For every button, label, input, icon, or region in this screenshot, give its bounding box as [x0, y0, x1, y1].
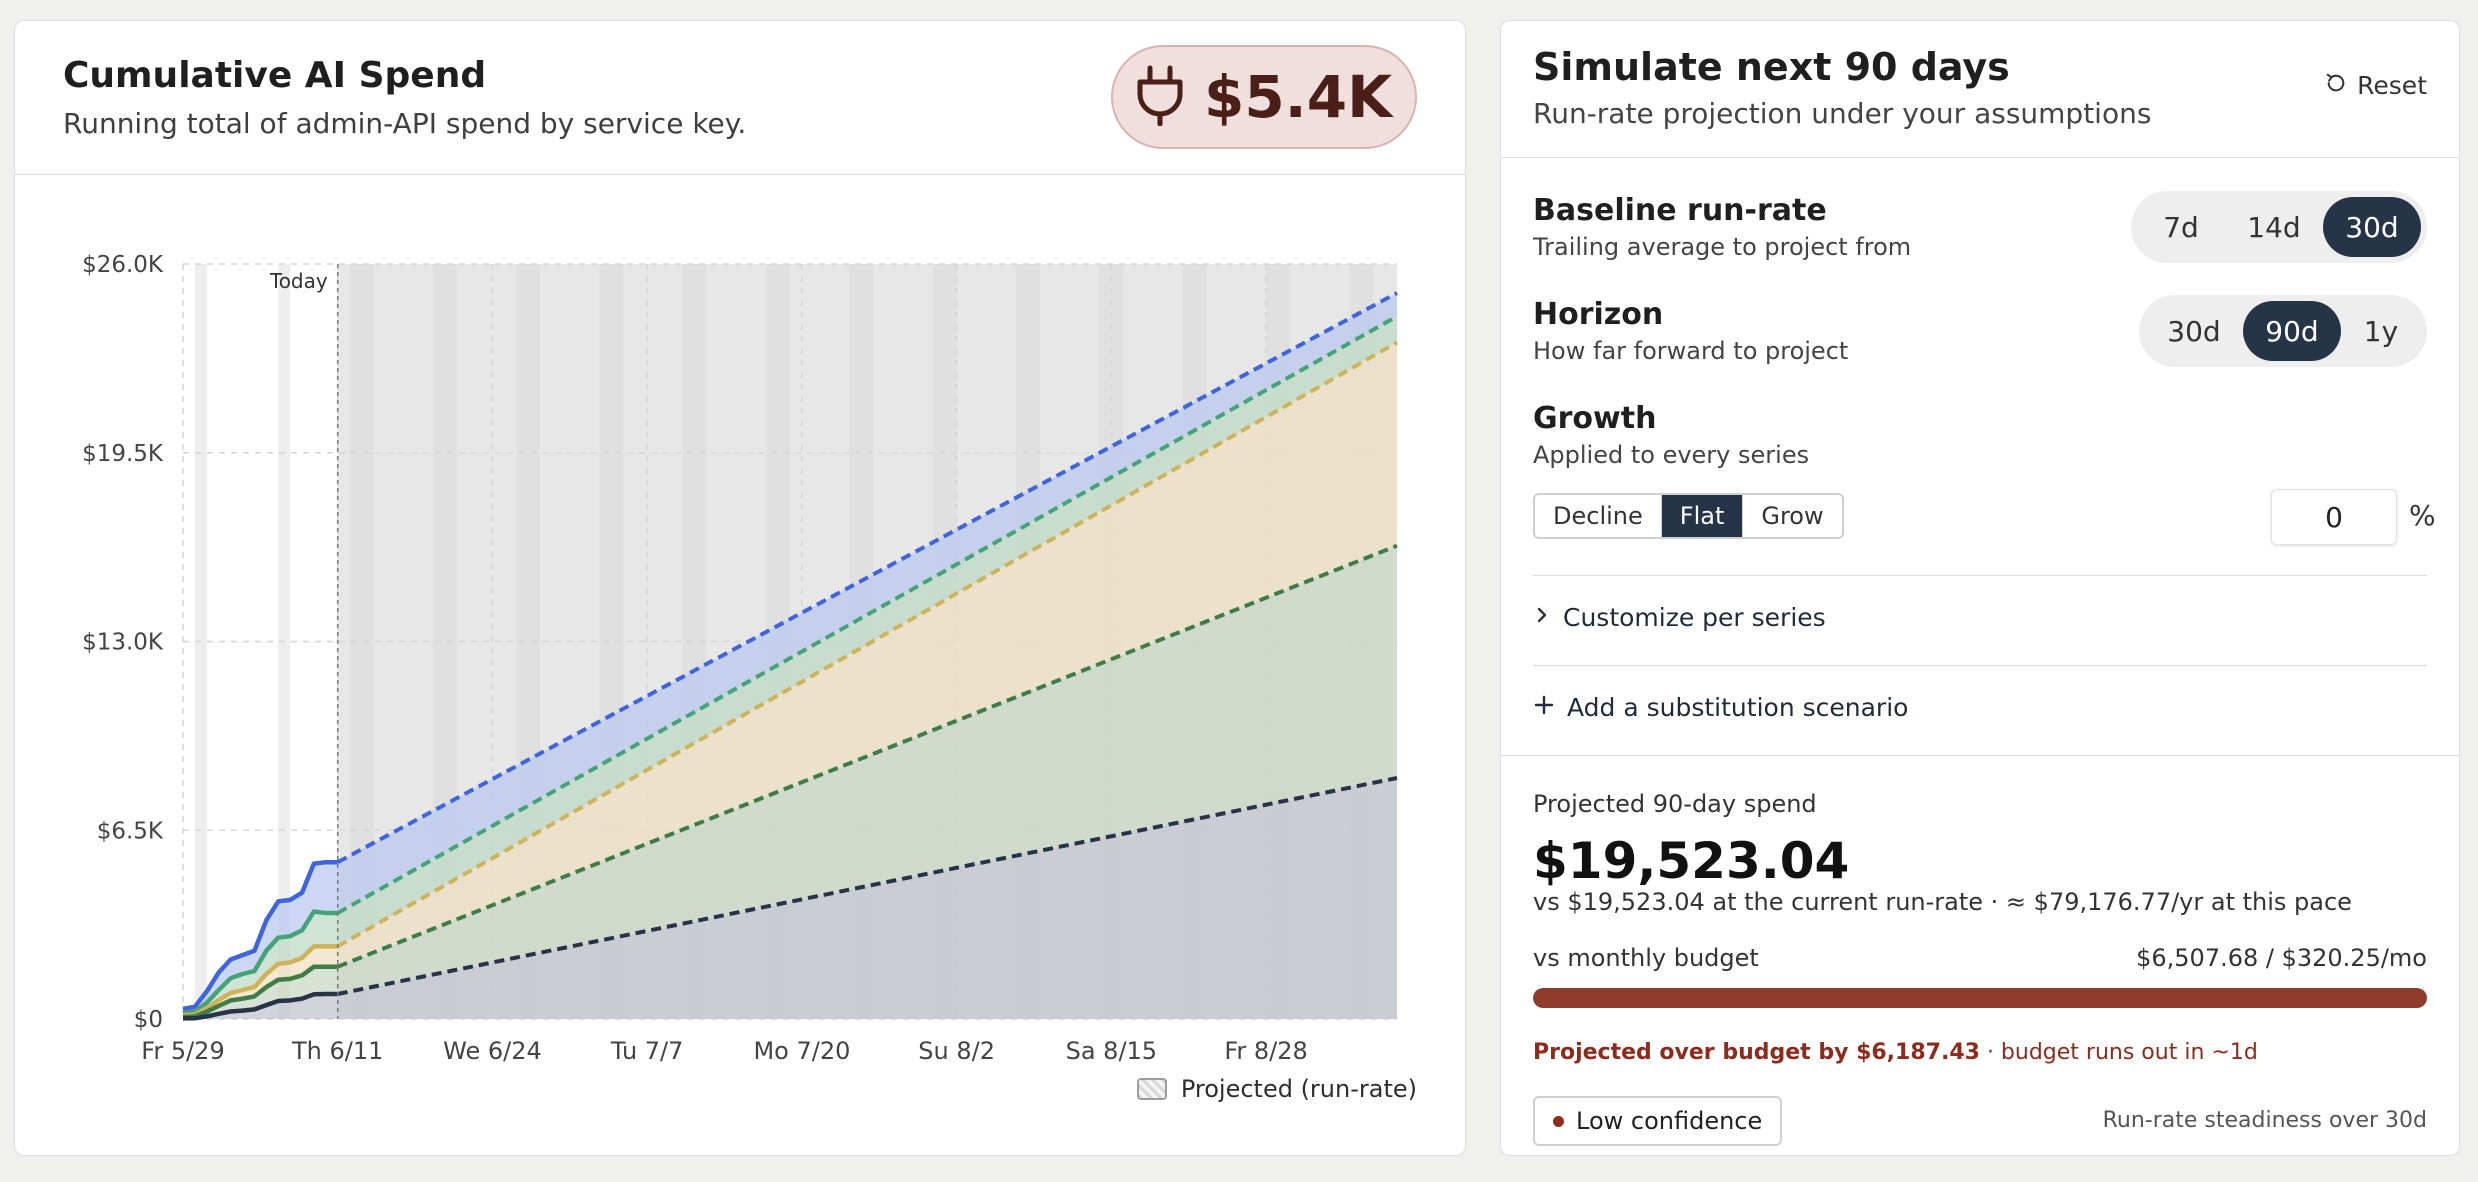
divider: [1533, 575, 2427, 576]
horizon-option-1y[interactable]: 1y: [2363, 314, 2399, 348]
projection-summary: Projected 90-day spend $19,523.04 vs $19…: [1501, 755, 2459, 1155]
series-projected-line: [336, 543, 1398, 969]
projected-spend-value: $19,523.04: [1533, 832, 1850, 890]
today-label: Today: [269, 269, 328, 293]
chart-header: Cumulative AI Spend Running total of adm…: [15, 21, 1465, 175]
x-tick-label: Fr 5/29: [141, 1037, 224, 1065]
simulation-panel: Simulate next 90 days Run-rate projectio…: [1500, 20, 2460, 1156]
series-actual-line: [182, 944, 338, 1018]
x-tick-label: Tu 7/7: [610, 1037, 683, 1065]
simulation-subtitle: Run-rate projection under your assumptio…: [1533, 97, 2152, 130]
customize-per-series-toggle[interactable]: Customize per series: [1533, 603, 1826, 632]
series-area: [183, 778, 1397, 1019]
total-spend-value: $5.4K: [1203, 63, 1393, 131]
divider: [1533, 665, 2427, 666]
y-tick-label: $26.0K: [82, 252, 164, 278]
confidence-label: Low confidence: [1576, 1107, 1763, 1135]
series-area: [183, 316, 1397, 1016]
growth-selector: Decline Flat Grow: [1533, 493, 1844, 539]
over-budget-amount: Projected over budget by $6,187.43: [1533, 1040, 1980, 1065]
chart-subtitle: Running total of admin-API spend by serv…: [63, 107, 747, 140]
baseline-option-14d[interactable]: 14d: [2247, 210, 2301, 244]
cumulative-spend-card: Cumulative AI Spend Running total of adm…: [14, 20, 1466, 1156]
baseline-option-30d[interactable]: 30d: [2323, 197, 2421, 257]
series-actual-line: [182, 909, 338, 1016]
growth-option-grow[interactable]: Grow: [1742, 495, 1841, 537]
budget-ratio: $6,507.68 / $320.25/mo: [2136, 944, 2427, 972]
horizon-desc: How far forward to project: [1533, 337, 1849, 365]
series-area: [183, 545, 1397, 1019]
x-tick-label: We 6/24: [443, 1037, 542, 1065]
percent-sign: %: [2409, 499, 2436, 532]
horizon-option-30d[interactable]: 30d: [2167, 314, 2221, 348]
baseline-desc: Trailing average to project from: [1533, 233, 1912, 261]
add-scenario-button[interactable]: Add a substitution scenario: [1533, 693, 1908, 722]
x-tick-label: Mo 7/20: [753, 1037, 850, 1065]
baseline-selector: 7d 14d 30d: [2131, 191, 2427, 263]
growth-percent-input[interactable]: [2271, 489, 2397, 545]
legend-projected-label: Projected (run-rate): [1180, 1075, 1417, 1103]
reset-icon: [2325, 71, 2347, 100]
series-areas: [183, 293, 1397, 1019]
cumulative-spend-chart: $0 $6.5K $13.0K $19.5K $26.0K Fr 5/29 Th 6/11 W…: [82, 252, 1398, 1065]
series-projected-line: [336, 340, 1398, 949]
projected-spend-comparison: vs $19,523.04 at the current run-rate · …: [1533, 888, 2352, 916]
reset-label: Reset: [2357, 71, 2427, 100]
horizon-option-90d[interactable]: 90d: [2243, 301, 2341, 361]
series-lines: [182, 291, 1398, 1021]
horizon-label: Horizon: [1533, 297, 1664, 332]
projected-spend-label: Projected 90-day spend: [1533, 790, 1817, 818]
budget-label: vs monthly budget: [1533, 944, 1759, 972]
series-actual-line: [182, 991, 338, 1021]
projected-hatch-swatch: [1136, 1078, 1167, 1100]
x-tick-label: Th 6/11: [291, 1037, 383, 1065]
growth-label: Growth: [1533, 401, 1657, 436]
growth-option-flat[interactable]: Flat: [1660, 495, 1743, 537]
y-tick-label: $6.5K: [97, 818, 164, 844]
series-projected-line: [337, 776, 1398, 996]
confidence-badge: Low confidence: [1533, 1096, 1783, 1146]
confidence-dot-icon: [1553, 1115, 1564, 1127]
reset-button[interactable]: Reset: [2325, 71, 2427, 100]
chart-axes: $0 $6.5K $13.0K $19.5K $26.0K Fr 5/29 Th 6/11 W…: [82, 252, 1308, 1065]
over-budget-warning: Projected over budget by $6,187.43 · bud…: [1533, 1040, 2258, 1065]
add-scenario-label: Add a substitution scenario: [1567, 693, 1909, 722]
budget-progress-fill: [1533, 988, 2427, 1008]
x-tick-label: Su 8/2: [918, 1037, 995, 1065]
y-tick-label: $19.5K: [82, 441, 164, 467]
series-area: [183, 293, 1397, 1013]
x-tick-label: Fr 8/28: [1224, 1037, 1307, 1065]
confidence-note: Run-rate steadiness over 30d: [2102, 1108, 2427, 1133]
plus-icon: [1533, 693, 1555, 722]
series-projected-line: [336, 314, 1398, 915]
chart-title: Cumulative AI Spend: [63, 55, 487, 96]
baseline-option-7d[interactable]: 7d: [2163, 210, 2199, 244]
budget-runout: · budget runs out in ~1d: [1979, 1040, 2258, 1065]
y-tick-label: $0: [134, 1007, 163, 1033]
chevron-right-icon: [1533, 603, 1551, 632]
plug-icon: [1136, 64, 1184, 130]
simulation-header: Simulate next 90 days Run-rate projectio…: [1501, 21, 2459, 158]
series-actual-line: [182, 859, 338, 1012]
total-spend-badge: $5.4K: [1111, 45, 1417, 149]
growth-desc: Applied to every series: [1533, 441, 1810, 469]
y-tick-label: $13.0K: [82, 630, 164, 656]
customize-label: Customize per series: [1563, 603, 1826, 632]
horizon-selector: 30d 90d 1y: [2139, 295, 2427, 367]
chart-legend: Projected (run-rate): [1136, 1075, 1417, 1103]
series-actual-line: [182, 964, 338, 1020]
series-projected-line: [336, 291, 1398, 864]
x-tick-label: Sa 8/15: [1066, 1037, 1157, 1065]
budget-progress-bar: [1533, 988, 2427, 1008]
growth-option-decline[interactable]: Decline: [1553, 502, 1643, 530]
baseline-label: Baseline run-rate: [1533, 193, 1827, 228]
simulation-title: Simulate next 90 days: [1533, 45, 2010, 89]
